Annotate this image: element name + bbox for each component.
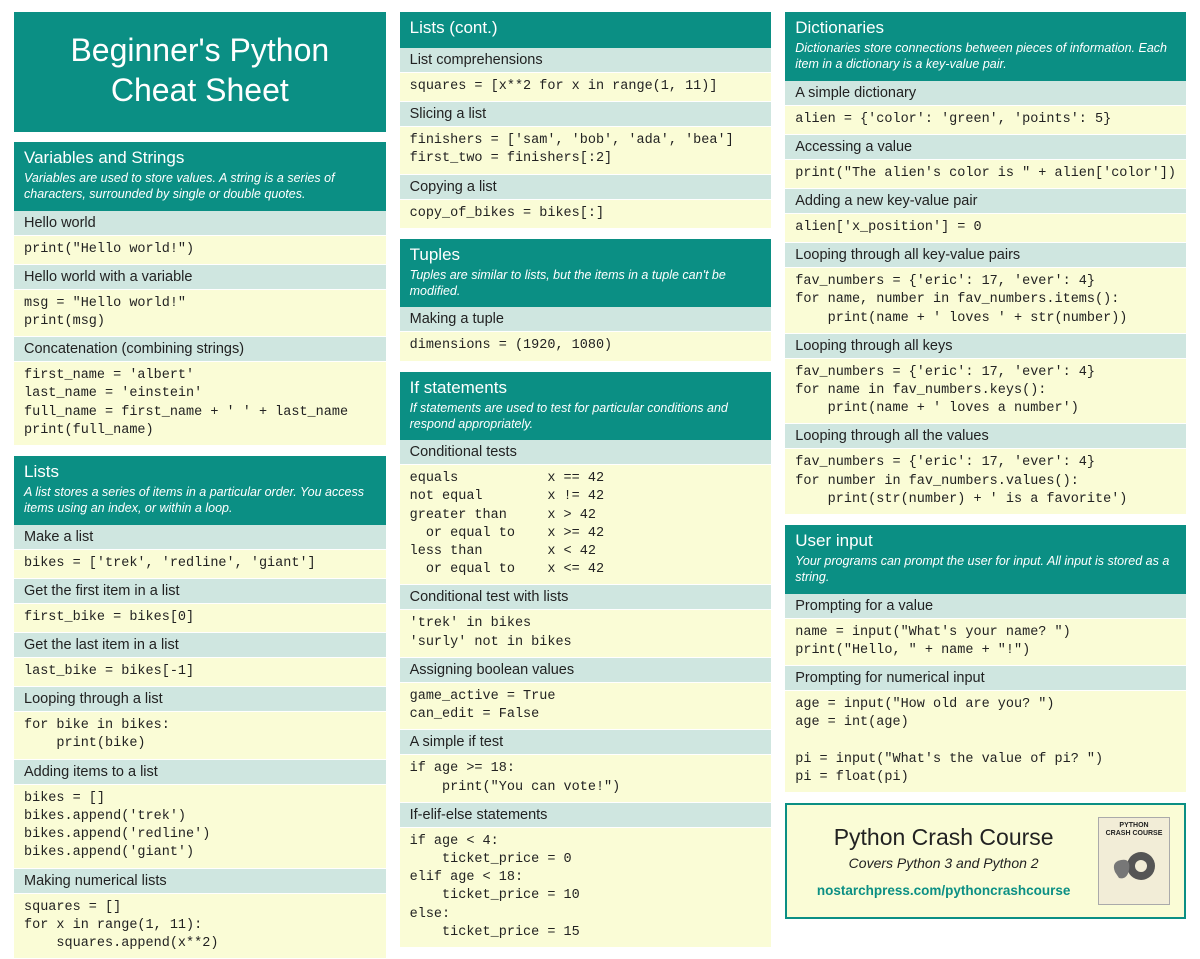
book-cover-title: PYTHONCRASH COURSE bbox=[1106, 822, 1163, 837]
section-lists-cont: Lists (cont.) List comprehensions square… bbox=[400, 12, 772, 229]
subheading: Making a tuple bbox=[400, 307, 772, 332]
code-block: dimensions = (1920, 1080) bbox=[400, 332, 772, 361]
code-block: bikes = [] bikes.append('trek') bikes.ap… bbox=[14, 785, 386, 869]
column-3: Dictionaries Dictionaries store connecti… bbox=[785, 12, 1186, 915]
code-block: copy_of_bikes = bikes[:] bbox=[400, 200, 772, 229]
code-block: game_active = True can_edit = False bbox=[400, 683, 772, 730]
code-block: squares = [] for x in range(1, 11): squa… bbox=[14, 894, 386, 959]
code-block: alien['x_position'] = 0 bbox=[785, 214, 1186, 243]
section-desc: Variables are used to store values. A st… bbox=[24, 170, 376, 203]
section-header: Dictionaries Dictionaries store connecti… bbox=[785, 12, 1186, 81]
code-block: fav_numbers = {'eric': 17, 'ever': 4} fo… bbox=[785, 359, 1186, 425]
section-header: User input Your programs can prompt the … bbox=[785, 525, 1186, 594]
code-block: 'trek' in bikes 'surly' not in bikes bbox=[400, 610, 772, 657]
code-block: finishers = ['sam', 'bob', 'ada', 'bea']… bbox=[400, 127, 772, 174]
subheading: Concatenation (combining strings) bbox=[14, 337, 386, 362]
subheading: Get the first item in a list bbox=[14, 579, 386, 604]
section-user-input: User input Your programs can prompt the … bbox=[785, 525, 1186, 793]
code-block: bikes = ['trek', 'redline', 'giant'] bbox=[14, 550, 386, 579]
section-desc: A list stores a series of items in a par… bbox=[24, 484, 376, 517]
code-block: age = input("How old are you? ") age = i… bbox=[785, 691, 1186, 793]
subheading: Adding items to a list bbox=[14, 760, 386, 785]
promo-text: Python Crash Course Covers Python 3 and … bbox=[801, 824, 1086, 898]
code-block: squares = [x**2 for x in range(1, 11)] bbox=[400, 73, 772, 102]
subheading: Prompting for numerical input bbox=[785, 666, 1186, 691]
code-block: fav_numbers = {'eric': 17, 'ever': 4} fo… bbox=[785, 268, 1186, 334]
code-block: msg = "Hello world!" print(msg) bbox=[14, 290, 386, 337]
code-block: last_bike = bikes[-1] bbox=[14, 658, 386, 687]
column-2: Lists (cont.) List comprehensions square… bbox=[400, 12, 772, 915]
section-title: User input bbox=[795, 531, 1176, 551]
section-variables-strings: Variables and Strings Variables are used… bbox=[14, 142, 386, 446]
section-dictionaries: Dictionaries Dictionaries store connecti… bbox=[785, 12, 1186, 515]
promo-link[interactable]: nostarchpress.com/pythoncrashcourse bbox=[801, 883, 1086, 898]
section-title: Tuples bbox=[410, 245, 762, 265]
section-header: Lists (cont.) bbox=[400, 12, 772, 48]
book-cover-icon: PYTHONCRASH COURSE bbox=[1098, 817, 1170, 905]
section-header: Tuples Tuples are similar to lists, but … bbox=[400, 239, 772, 308]
subheading: Conditional tests bbox=[400, 440, 772, 465]
subheading: Adding a new key-value pair bbox=[785, 189, 1186, 214]
subheading: Hello world with a variable bbox=[14, 265, 386, 290]
promo-subtitle: Covers Python 3 and Python 2 bbox=[801, 855, 1086, 871]
section-desc: Your programs can prompt the user for in… bbox=[795, 553, 1176, 586]
subheading: List comprehensions bbox=[400, 48, 772, 73]
subheading: Prompting for a value bbox=[785, 594, 1186, 619]
subheading: Conditional test with lists bbox=[400, 585, 772, 610]
subheading: Making numerical lists bbox=[14, 869, 386, 894]
section-header: Variables and Strings Variables are used… bbox=[14, 142, 386, 211]
section-title: Variables and Strings bbox=[24, 148, 376, 168]
section-header: If statements If statements are used to … bbox=[400, 372, 772, 441]
subheading: Looping through all key-value pairs bbox=[785, 243, 1186, 268]
code-block: print("The alien's color is " + alien['c… bbox=[785, 160, 1186, 189]
code-block: print("Hello world!") bbox=[14, 236, 386, 265]
code-block: equals x == 42 not equal x != 42 greater… bbox=[400, 465, 772, 585]
subheading: Slicing a list bbox=[400, 102, 772, 127]
subheading: A simple dictionary bbox=[785, 81, 1186, 106]
snake-gear-icon bbox=[1109, 842, 1159, 886]
section-title: Lists bbox=[24, 462, 376, 482]
section-title: If statements bbox=[410, 378, 762, 398]
section-if-statements: If statements If statements are used to … bbox=[400, 372, 772, 948]
cheatsheet-columns: Beginner's PythonCheat Sheet Variables a… bbox=[14, 12, 1186, 915]
section-title: Dictionaries bbox=[795, 18, 1176, 38]
subheading: Get the last item in a list bbox=[14, 633, 386, 658]
code-block: fav_numbers = {'eric': 17, 'ever': 4} fo… bbox=[785, 449, 1186, 515]
subheading: Hello world bbox=[14, 211, 386, 236]
subheading: Copying a list bbox=[400, 175, 772, 200]
section-header: Lists A list stores a series of items in… bbox=[14, 456, 386, 525]
section-tuples: Tuples Tuples are similar to lists, but … bbox=[400, 239, 772, 362]
subheading: Looping through a list bbox=[14, 687, 386, 712]
code-block: first_name = 'albert' last_name = 'einst… bbox=[14, 362, 386, 446]
section-desc: Dictionaries store connections between p… bbox=[795, 40, 1176, 73]
code-block: for bike in bikes: print(bike) bbox=[14, 712, 386, 759]
column-1: Beginner's PythonCheat Sheet Variables a… bbox=[14, 12, 386, 915]
code-block: alien = {'color': 'green', 'points': 5} bbox=[785, 106, 1186, 135]
page-title: Beginner's PythonCheat Sheet bbox=[14, 12, 386, 132]
subheading: If-elif-else statements bbox=[400, 803, 772, 828]
subheading: Make a list bbox=[14, 525, 386, 550]
promo-box: Python Crash Course Covers Python 3 and … bbox=[785, 803, 1186, 919]
section-desc: If statements are used to test for parti… bbox=[410, 400, 762, 433]
subheading: Looping through all keys bbox=[785, 334, 1186, 359]
subheading: Looping through all the values bbox=[785, 424, 1186, 449]
code-block: first_bike = bikes[0] bbox=[14, 604, 386, 633]
code-block: if age >= 18: print("You can vote!") bbox=[400, 755, 772, 802]
section-title: Lists (cont.) bbox=[410, 18, 762, 38]
promo-title: Python Crash Course bbox=[801, 824, 1086, 851]
section-desc: Tuples are similar to lists, but the ite… bbox=[410, 267, 762, 300]
code-block: if age < 4: ticket_price = 0 elif age < … bbox=[400, 828, 772, 948]
section-lists: Lists A list stores a series of items in… bbox=[14, 456, 386, 959]
subheading: Assigning boolean values bbox=[400, 658, 772, 683]
code-block: name = input("What's your name? ") print… bbox=[785, 619, 1186, 666]
subheading: A simple if test bbox=[400, 730, 772, 755]
subheading: Accessing a value bbox=[785, 135, 1186, 160]
